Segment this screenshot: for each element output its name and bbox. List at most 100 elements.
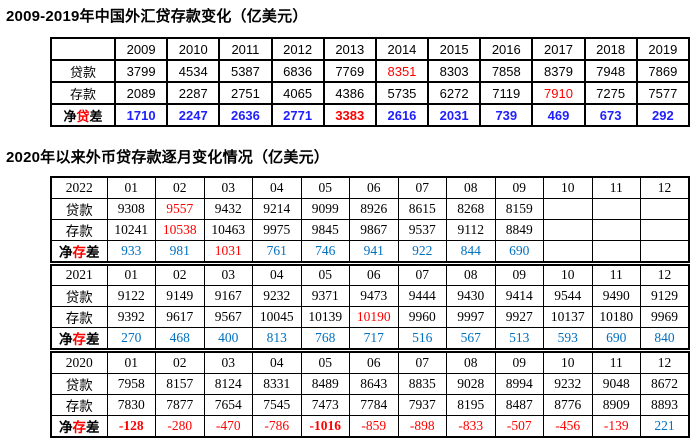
value-cell: 7869 (635, 59, 691, 83)
value-cell: 8379 (531, 59, 586, 83)
value-cell: 2031 (427, 103, 482, 127)
value-cell: 6836 (270, 59, 325, 83)
row-label-part: 存 (72, 332, 87, 347)
month-cell: 02 (155, 351, 205, 374)
value-cell: 4065 (270, 81, 325, 105)
value-cell: 8893 (640, 393, 690, 416)
value-cell (640, 239, 690, 262)
value-cell: 2616 (374, 103, 430, 127)
month-cell: 11 (591, 351, 641, 374)
value-cell: -898 (397, 414, 447, 437)
value-cell: 840 (640, 327, 690, 350)
row-label-part: 存 (72, 419, 87, 435)
value-cell: 7769 (322, 59, 377, 83)
month-cell: 09 (494, 176, 544, 199)
value-cell: 8994 (494, 372, 544, 395)
year-cell: 2020 (50, 351, 108, 374)
month-cell: 11 (591, 264, 641, 286)
value-cell (640, 218, 690, 241)
value-cell: 8331 (252, 372, 302, 395)
value-cell: 593 (543, 327, 593, 350)
value-cell (543, 197, 593, 220)
loan-row: 贷款 3799 4534 5387 6836 7769 8351 8303 7858 8379 79… (50, 59, 691, 83)
value-cell: 9975 (252, 218, 302, 241)
value-cell: 10538 (155, 218, 205, 241)
month-cell: 11 (591, 176, 641, 199)
row-label: 净存差 (50, 327, 108, 350)
row-label-part: 存款 (69, 86, 96, 102)
year-cell: 2022 (50, 176, 108, 199)
value-cell: 2771 (270, 103, 325, 127)
value-cell (591, 218, 641, 241)
annual-fx-table: 2009 2010 2011 2012 2013 2014 2015 2016 2017 2018… (50, 37, 691, 127)
row-label-part: 差 (89, 108, 103, 124)
value-cell: 9845 (300, 218, 350, 241)
value-cell: -139 (591, 414, 641, 437)
value-cell: 2089 (113, 81, 169, 105)
value-cell: 8157 (155, 372, 205, 395)
year-cell: 2016 (479, 37, 534, 61)
value-cell: 4386 (322, 81, 377, 105)
value-cell: 673 (583, 103, 638, 127)
value-cell: 469 (531, 103, 586, 127)
month-cell: 08 (446, 264, 496, 286)
value-cell: 9392 (106, 306, 156, 328)
value-cell: 717 (349, 327, 399, 350)
value-cell: 10463 (203, 218, 253, 241)
value-cell: 2247 (166, 103, 221, 127)
value-cell (591, 239, 641, 262)
value-cell: 9927 (494, 306, 544, 328)
year-cell: 2017 (531, 37, 586, 61)
value-cell: 10190 (349, 306, 399, 328)
row-label: 存款 (50, 393, 108, 416)
value-cell: 9048 (591, 372, 641, 395)
month-header-row: 2020 01 02 03 04 05 06 07 08 09 10 11 12 (50, 351, 690, 374)
month-cell: 01 (106, 264, 156, 286)
value-cell: 981 (155, 239, 205, 262)
value-cell (591, 197, 641, 220)
row-label: 存款 (50, 81, 116, 105)
value-cell: 8615 (397, 197, 447, 220)
value-cell: 7654 (203, 393, 253, 416)
monthly-fx-table-2020: 2020 01 02 03 04 05 06 07 08 09 10 11 12 贷款 7958 8157 81… (50, 351, 690, 438)
net-deposit-gap-row: 净存差 -128 -280 -470 -786 -1016 -859 -898 -833 -507… (50, 414, 690, 437)
value-cell: 768 (300, 327, 350, 350)
value-cell: 9537 (397, 218, 447, 241)
month-cell: 06 (349, 176, 399, 199)
value-cell: 2636 (218, 103, 273, 127)
value-cell: 9371 (300, 285, 350, 307)
value-cell: 10180 (591, 306, 641, 328)
value-cell: 9028 (446, 372, 496, 395)
value-cell: 844 (446, 239, 496, 262)
month-cell: 05 (300, 176, 350, 199)
value-cell: 2751 (218, 81, 273, 105)
value-cell: 941 (349, 239, 399, 262)
value-cell: 5735 (374, 81, 430, 105)
value-cell (543, 218, 593, 241)
value-cell: 6272 (427, 81, 482, 105)
value-cell: 4534 (166, 59, 221, 83)
year-cell: 2011 (218, 37, 273, 61)
month-cell: 01 (106, 351, 156, 374)
value-cell: 10241 (106, 218, 156, 241)
month-cell: 12 (640, 176, 690, 199)
value-cell: 7858 (479, 59, 534, 83)
value-cell (543, 239, 593, 262)
value-cell: 8303 (427, 59, 482, 83)
month-cell: 05 (300, 264, 350, 286)
value-cell: -128 (106, 414, 156, 437)
value-cell: 933 (106, 239, 156, 262)
row-label: 净存差 (50, 414, 108, 437)
value-cell: 7877 (155, 393, 205, 416)
net-deposit-gap-row: 净存差 933 981 1031 761 746 941 922 844 690 (50, 239, 690, 262)
value-cell: 5387 (218, 59, 273, 83)
value-cell: 2287 (166, 81, 221, 105)
value-cell: 7958 (106, 372, 156, 395)
row-label: 净存差 (50, 239, 108, 262)
value-cell: 739 (479, 103, 534, 127)
value-cell: 9232 (252, 285, 302, 307)
month-cell: 04 (252, 176, 302, 199)
year-header-row: 2009 2010 2011 2012 2013 2014 2015 2016 2017 2018… (50, 37, 691, 61)
value-cell: 7948 (583, 59, 638, 83)
row-label-part: 差 (86, 419, 100, 435)
